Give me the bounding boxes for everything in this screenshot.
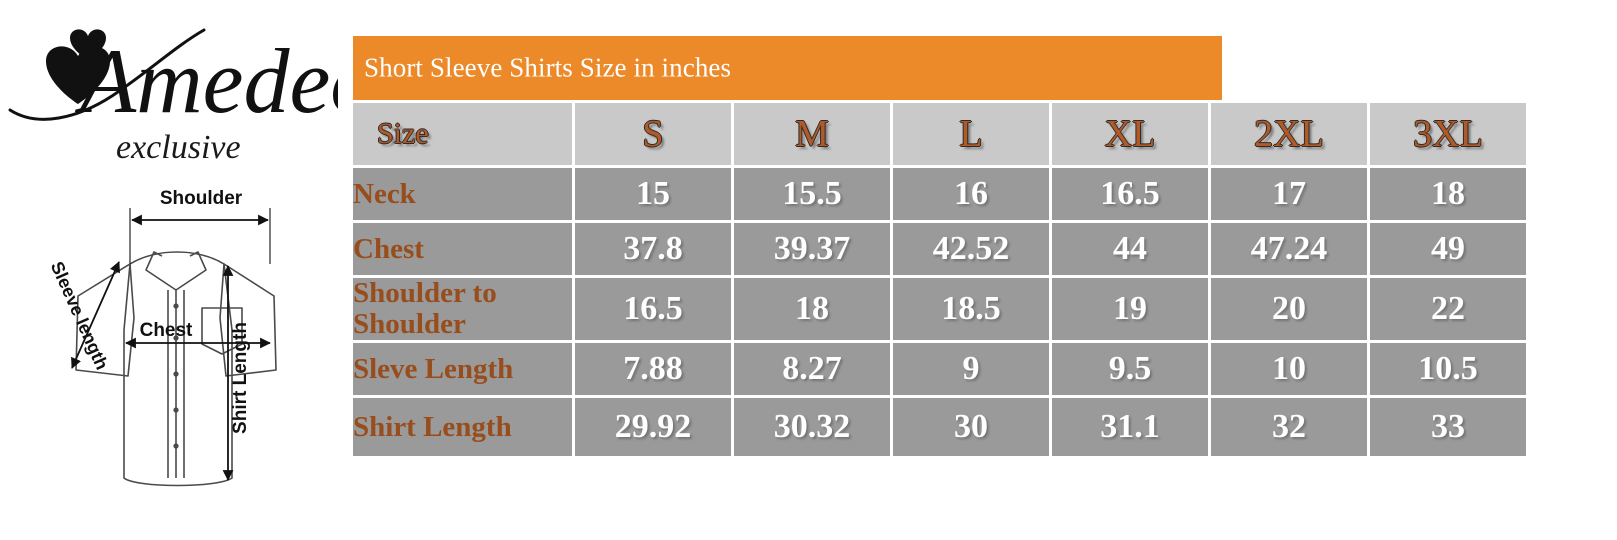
diagram-label-shoulder: Shoulder [160, 188, 243, 209]
cell-shoulder-s: 16.5 [575, 278, 731, 340]
header-size-3xl: 3XL [1370, 103, 1526, 165]
cell-shoulder-m: 18 [734, 278, 890, 340]
cell-sleeve-m: 8.27 [734, 343, 890, 395]
brand-name-text: Amedeo [74, 30, 338, 132]
cell-shirtlen-3xl: 33 [1370, 398, 1526, 456]
table-header-row: Size S M L XL 2XL 3XL [353, 103, 1526, 165]
row-label-chest: Chest [353, 223, 572, 275]
cell-neck-3xl: 18 [1370, 168, 1526, 220]
cell-chest-xl: 44 [1052, 223, 1208, 275]
size-chart-title: Short Sleeve Shirts Size in inches [364, 52, 732, 83]
size-table: Size S M L XL 2XL 3XL Neck 15 15.5 16 16… [350, 100, 1529, 459]
size-chart: Short Sleeve Shirts Size in inches Size … [353, 36, 1583, 482]
cell-chest-3xl: 49 [1370, 223, 1526, 275]
cell-shirtlen-l: 30 [893, 398, 1049, 456]
cell-shoulder-2xl: 20 [1211, 278, 1367, 340]
diagram-label-chest: Chest [140, 320, 193, 341]
cell-chest-m: 39.37 [734, 223, 890, 275]
table-row: Shoulder to Shoulder 16.5 18 18.5 19 20 … [353, 278, 1526, 340]
cell-sleeve-3xl: 10.5 [1370, 343, 1526, 395]
table-row: Neck 15 15.5 16 16.5 17 18 [353, 168, 1526, 220]
cell-neck-xl: 16.5 [1052, 168, 1208, 220]
cell-sleeve-l: 9 [893, 343, 1049, 395]
cell-shirtlen-s: 29.92 [575, 398, 731, 456]
cell-shoulder-3xl: 22 [1370, 278, 1526, 340]
header-size-s: S [575, 103, 731, 165]
header-size-m: M [734, 103, 890, 165]
brand-tagline-text: exclusive [116, 129, 241, 166]
table-row: Sleve Length 7.88 8.27 9 9.5 10 10.5 [353, 343, 1526, 395]
header-size-2xl: 2XL [1211, 103, 1367, 165]
heart-icon-large [46, 46, 110, 104]
header-size-label: Size [353, 103, 572, 165]
cell-neck-s: 15 [575, 168, 731, 220]
size-chart-title-bar: Short Sleeve Shirts Size in inches [353, 36, 1222, 100]
cell-sleeve-2xl: 10 [1211, 343, 1367, 395]
cell-chest-l: 42.52 [893, 223, 1049, 275]
cell-shirtlen-2xl: 32 [1211, 398, 1367, 456]
header-size-xl: XL [1052, 103, 1208, 165]
cell-shoulder-l: 18.5 [893, 278, 1049, 340]
row-label-shirt-length: Shirt Length [353, 398, 572, 456]
cell-sleeve-s: 7.88 [575, 343, 731, 395]
cell-neck-m: 15.5 [734, 168, 890, 220]
cell-neck-l: 16 [893, 168, 1049, 220]
cell-shirtlen-xl: 31.1 [1052, 398, 1208, 456]
brand-logo: Amedeo exclusive [8, 6, 338, 176]
cell-chest-2xl: 47.24 [1211, 223, 1367, 275]
row-label-sleve-length: Sleve Length [353, 343, 572, 395]
diagram-label-sleeve-length: Sleeve length [47, 258, 112, 372]
table-row: Chest 37.8 39.37 42.52 44 47.24 49 [353, 223, 1526, 275]
row-label-neck: Neck [353, 168, 572, 220]
cell-shoulder-xl: 19 [1052, 278, 1208, 340]
cell-chest-s: 37.8 [575, 223, 731, 275]
brand-and-diagram-panel: Amedeo exclusive [0, 0, 350, 540]
shirt-measurement-diagram: Shoulder Chest Shirt Length Sleeve lengt… [6, 178, 336, 508]
cell-neck-2xl: 17 [1211, 168, 1367, 220]
header-size-l: L [893, 103, 1049, 165]
row-label-shoulder-to-shoulder: Shoulder to Shoulder [353, 278, 572, 340]
cell-sleeve-xl: 9.5 [1052, 343, 1208, 395]
table-row: Shirt Length 29.92 30.32 30 31.1 32 33 [353, 398, 1526, 456]
cell-shirtlen-m: 30.32 [734, 398, 890, 456]
diagram-label-shirt-length: Shirt Length [230, 322, 251, 434]
